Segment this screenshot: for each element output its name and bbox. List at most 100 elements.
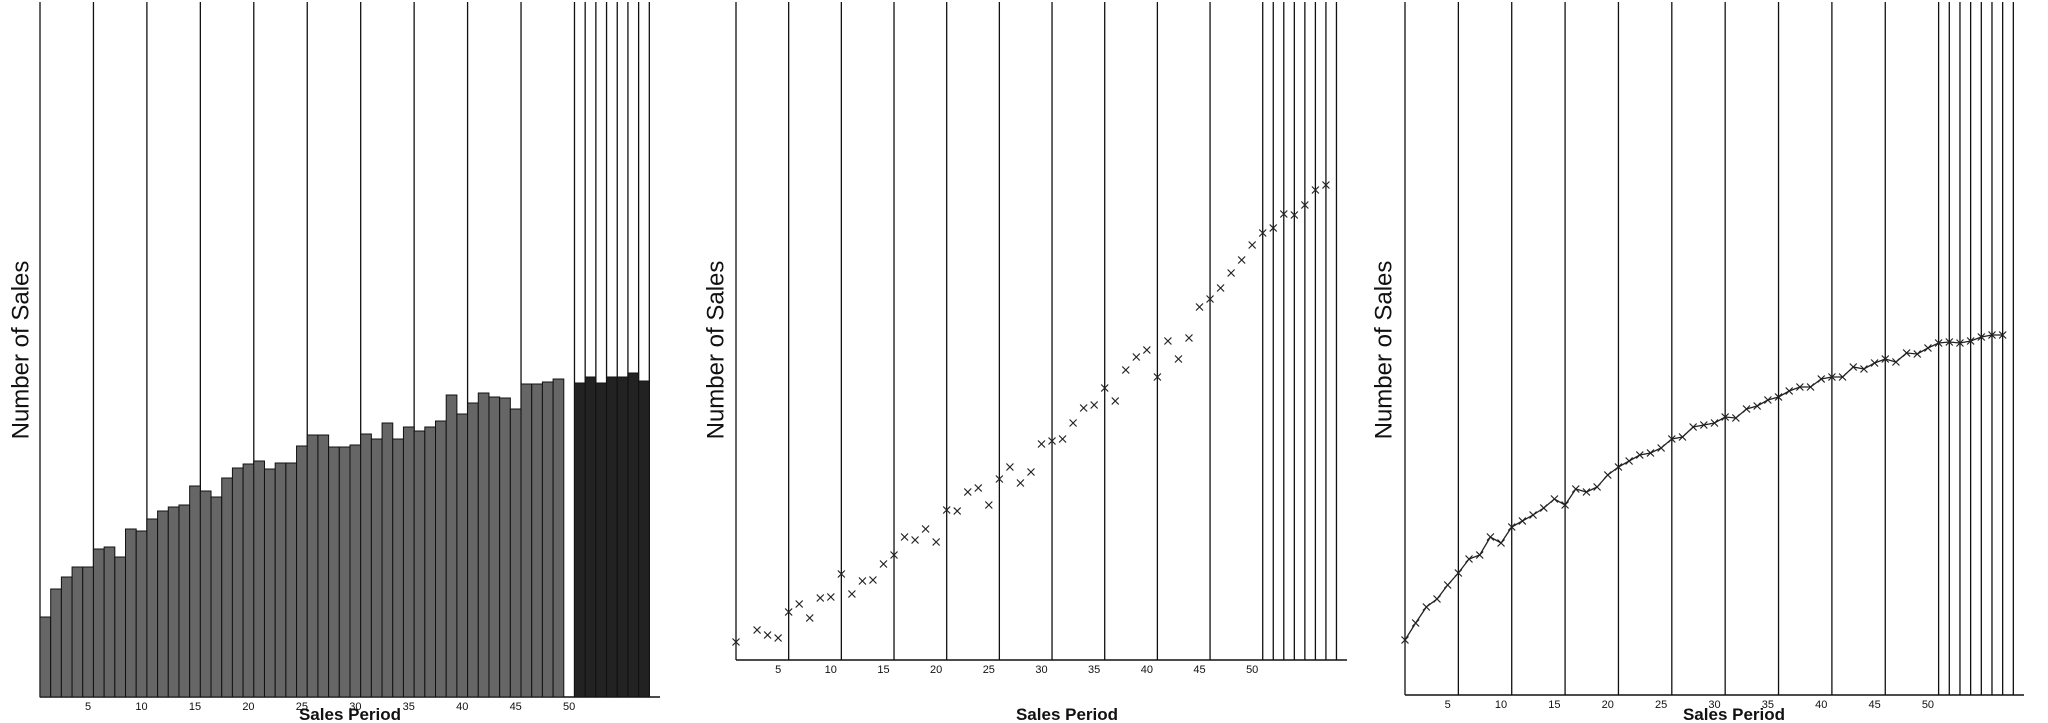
x-tick-label-2-45: 45 xyxy=(1868,699,1880,711)
scatter-point-48 xyxy=(1227,269,1236,277)
scatter-point-23 xyxy=(963,488,972,496)
bar-35 xyxy=(402,426,415,698)
x-tick-label-2-20: 20 xyxy=(1602,699,1614,711)
x-tick-label-1-15: 15 xyxy=(877,664,889,676)
bar-22 xyxy=(263,468,276,698)
bar-42 xyxy=(477,392,490,698)
bar-7 xyxy=(103,546,116,698)
y-axis-label-2: Number of Sales xyxy=(1370,261,1397,440)
x-tick-label-1-30: 30 xyxy=(1035,664,1047,676)
bar-56 xyxy=(627,372,640,698)
scatter-point-13 xyxy=(858,577,867,585)
scatter-point-25 xyxy=(984,501,993,509)
bar-33 xyxy=(381,422,394,698)
scatter-point-16 xyxy=(890,551,898,559)
bar-49 xyxy=(552,378,565,698)
scatter-point-45 xyxy=(1195,303,1204,311)
bar-19 xyxy=(231,467,244,698)
scatter-point-53 xyxy=(1279,210,1288,218)
x-tick-label-1-10: 10 xyxy=(825,664,837,676)
bar-41 xyxy=(467,402,479,698)
bar-20 xyxy=(242,463,255,698)
bar-31 xyxy=(360,433,372,698)
scatter-point-8 xyxy=(805,614,814,622)
bar-3 xyxy=(60,576,73,698)
scatter-point-33 xyxy=(1069,419,1078,427)
scatter-point-9 xyxy=(816,594,825,602)
bar-13 xyxy=(167,506,180,698)
x-tick-label-2-35: 35 xyxy=(1762,699,1774,711)
x-tick-label-0-50: 50 xyxy=(563,701,575,713)
series-line xyxy=(1404,334,2003,641)
scatter-point-49 xyxy=(1237,256,1246,264)
bar-27 xyxy=(317,434,330,698)
scatter-point-51 xyxy=(1258,229,1267,237)
x-tick-label-0-25: 25 xyxy=(296,701,308,713)
scatter-point-12 xyxy=(847,590,856,598)
x-tick-label-1-50: 50 xyxy=(1246,664,1258,676)
bar-14 xyxy=(178,504,191,698)
scatter-point-1 xyxy=(732,638,740,646)
scatter-point-36 xyxy=(1100,384,1109,392)
bar-30 xyxy=(349,444,362,698)
bar-17 xyxy=(210,496,223,698)
bar-32 xyxy=(370,438,383,698)
line-point-57 xyxy=(1998,331,2007,339)
x-tick-label-0-30: 30 xyxy=(349,701,361,713)
x-tick-label-2-25: 25 xyxy=(1655,699,1667,711)
bar-24 xyxy=(285,462,298,698)
bar-28 xyxy=(328,446,340,698)
bar-29 xyxy=(338,446,351,698)
scatter-point-24 xyxy=(974,484,983,492)
bar-18 xyxy=(221,477,233,698)
bar-15 xyxy=(189,485,201,698)
bar-39 xyxy=(445,394,458,698)
scatter-point-50 xyxy=(1248,241,1257,249)
scatter-point-46 xyxy=(1206,295,1214,303)
bar-23 xyxy=(274,462,287,698)
scatter-point-14 xyxy=(869,576,877,584)
scatter-point-28 xyxy=(1016,479,1025,487)
bar-40 xyxy=(456,413,469,698)
scatter-point-17 xyxy=(900,533,909,541)
bar-10 xyxy=(135,530,148,698)
scatter-point-4 xyxy=(763,631,772,639)
bar-5 xyxy=(82,566,94,698)
bar-47 xyxy=(531,383,543,698)
bar-12 xyxy=(157,510,169,698)
x-tick-label-1-25: 25 xyxy=(983,664,995,676)
scatter-point-57 xyxy=(1322,181,1330,189)
scatter-point-42 xyxy=(1163,337,1172,345)
bar-8 xyxy=(114,556,127,698)
scatter-point-34 xyxy=(1079,404,1088,412)
bar-4 xyxy=(71,566,84,698)
bar-57 xyxy=(638,380,650,698)
x-tick-label-0-45: 45 xyxy=(510,701,522,713)
x-tick-label-0-5: 5 xyxy=(85,701,91,713)
scatter-point-21 xyxy=(942,506,951,514)
bar-46 xyxy=(520,383,533,698)
x-tick-label-2-10: 10 xyxy=(1495,699,1507,711)
bar-9 xyxy=(125,528,137,698)
x-tick-label-2-40: 40 xyxy=(1815,699,1827,711)
scatter-point-32 xyxy=(1058,435,1067,443)
x-tick-label-2-15: 15 xyxy=(1548,699,1560,711)
scatter-point-15 xyxy=(879,560,888,568)
bar-16 xyxy=(199,490,212,698)
bar-25 xyxy=(296,445,308,698)
scatter-point-54 xyxy=(1290,211,1299,219)
scatter-point-20 xyxy=(932,538,941,546)
x-tick-label-0-35: 35 xyxy=(403,701,415,713)
bar-38 xyxy=(435,420,447,698)
scatter-point-38 xyxy=(1121,366,1130,374)
scatter-point-3 xyxy=(753,626,761,634)
x-axis-label-0: Sales Period xyxy=(299,705,401,723)
scatter-point-52 xyxy=(1269,224,1278,232)
scatter-point-27 xyxy=(1005,463,1014,471)
scatter-point-31 xyxy=(1048,437,1056,445)
bar-6 xyxy=(92,548,105,698)
bar-48 xyxy=(541,381,554,698)
bar-54 xyxy=(606,376,618,698)
x-axis-label-2: Sales Period xyxy=(1683,705,1785,723)
